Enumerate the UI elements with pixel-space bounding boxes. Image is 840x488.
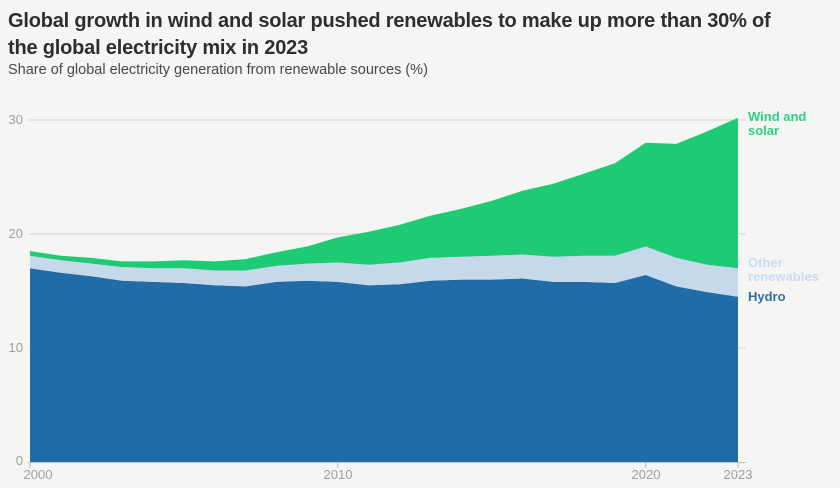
chart-subtitle: Share of global electricity generation f… bbox=[8, 62, 428, 78]
x-axis-label-2023: 2023 bbox=[723, 467, 753, 482]
legend-label-hydro: Hydro bbox=[748, 289, 786, 304]
y-axis-label-20: 20 bbox=[8, 226, 23, 241]
chart-title: Global growth in wind and solar pushed r… bbox=[8, 8, 771, 62]
area-wind-and-solar bbox=[30, 117, 738, 271]
y-axis-label-10: 10 bbox=[8, 340, 23, 355]
chart-title-line1: Global growth in wind and solar pushed r… bbox=[8, 10, 771, 32]
y-axis-label-30: 30 bbox=[8, 112, 23, 127]
legend-label-wind-solar: Wind and solar bbox=[748, 109, 807, 138]
area-other-renewables bbox=[30, 246, 738, 297]
x-axis-label-2010: 2010 bbox=[323, 467, 353, 482]
x-axis-label-2020: 2020 bbox=[631, 467, 661, 482]
legend-label-other-renewables: Other renewables bbox=[748, 255, 819, 284]
area-hydro bbox=[30, 268, 738, 462]
chart-title-line2: the global electricity mix in 2023 bbox=[8, 37, 308, 59]
y-axis-label-0: 0 bbox=[15, 453, 23, 468]
x-axis-label-2000: 2000 bbox=[23, 467, 53, 482]
